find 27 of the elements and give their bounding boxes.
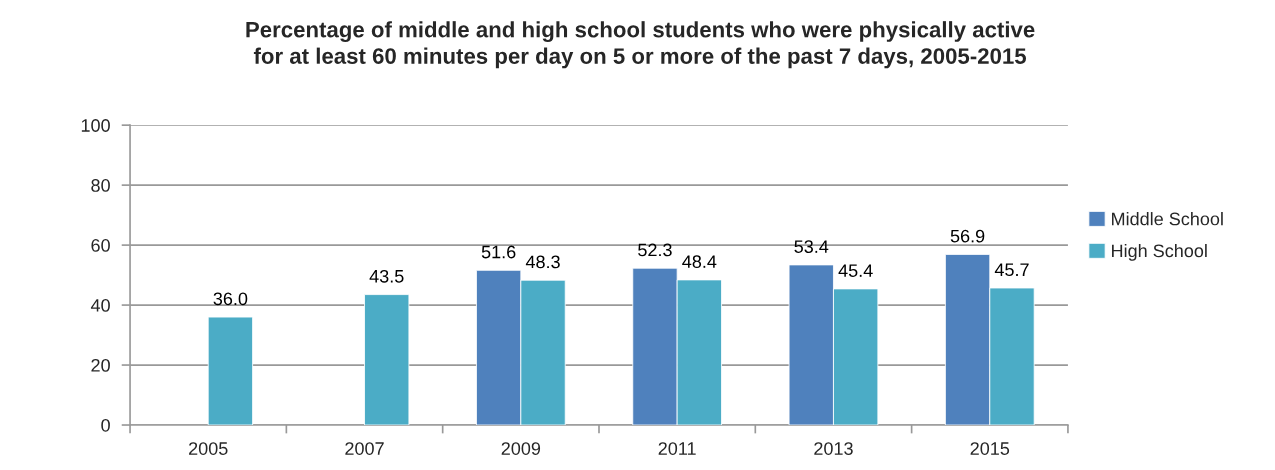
- legend-label: High School: [1112, 243, 1207, 261]
- y-tick-label: 80: [91, 179, 110, 192]
- data-label: 36.0: [213, 292, 248, 306]
- y-tick-label: 0: [101, 418, 110, 432]
- x-tick-label: 2013: [814, 442, 853, 455]
- legend-label: Middle School: [1112, 212, 1223, 226]
- y-tick-label: 40: [90, 299, 110, 312]
- data-label: 53.4: [794, 240, 829, 253]
- data-label: 45.7: [994, 263, 1029, 277]
- x-tick-label: 2009: [501, 442, 541, 455]
- chart-title: Percentage of middle and high school students who were physically active for at least 60 minutes per day on 5 or more of the past 7 days, 2005-2015: [246, 21, 1035, 69]
- x-tick-label: 2011: [658, 442, 696, 455]
- bar: [364, 294, 410, 426]
- x-tick-label: 2015: [970, 442, 1010, 455]
- data-label: 48.3: [525, 255, 560, 269]
- data-label: 51.6: [481, 245, 516, 259]
- y-tick-label: 20: [91, 358, 110, 372]
- x-tick-label: 2007: [345, 442, 384, 455]
- y-tick-label: 60: [91, 239, 110, 252]
- data-label: 48.4: [682, 255, 717, 268]
- x-tick-label: 2005: [189, 442, 228, 455]
- y-tick-label: 100: [81, 119, 110, 132]
- bar: [207, 316, 254, 426]
- data-label: 52.3: [638, 243, 672, 257]
- data-label: 45.4: [838, 264, 873, 277]
- data-label: 43.5: [369, 269, 404, 283]
- data-label: 56.9: [950, 229, 985, 243]
